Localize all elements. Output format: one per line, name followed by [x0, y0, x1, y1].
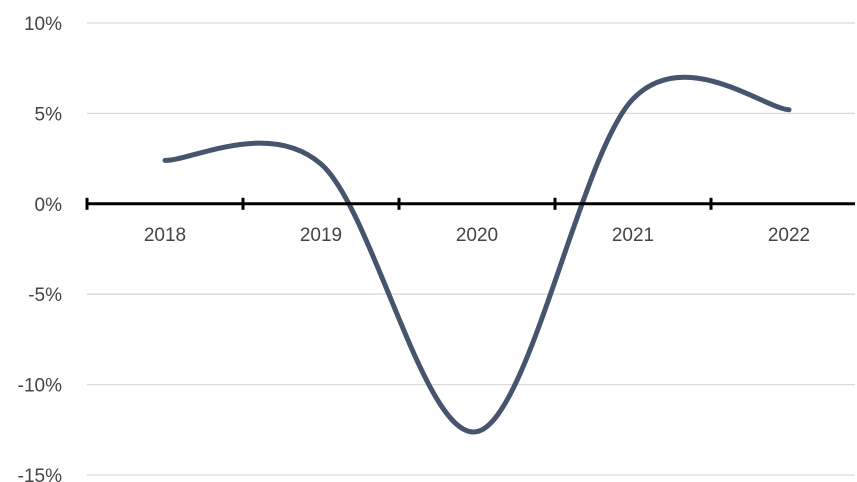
x-axis-tick-labels: 2018 2019 2020 2021 2022 — [144, 225, 810, 246]
y-tick-label: -15% — [18, 466, 62, 482]
y-tick-label: -5% — [28, 285, 62, 306]
y-axis-tick-labels: 10% 5% 0% -5% -10% -15% — [18, 14, 62, 482]
y-tick-label: 5% — [35, 104, 63, 125]
x-tick-label: 2021 — [612, 225, 654, 246]
y-tick-label: 10% — [24, 14, 62, 35]
series-line — [162, 74, 792, 435]
y-tick-label: 0% — [35, 195, 63, 216]
x-tick-label: 2020 — [456, 225, 498, 246]
x-tick-label: 2019 — [300, 225, 342, 246]
x-tick-label: 2022 — [768, 225, 810, 246]
x-axis — [85, 197, 855, 210]
series-line-layer — [162, 74, 792, 435]
gridlines — [87, 22, 855, 476]
y-tick-label: -10% — [18, 376, 62, 397]
x-tick-label: 2018 — [144, 225, 186, 246]
